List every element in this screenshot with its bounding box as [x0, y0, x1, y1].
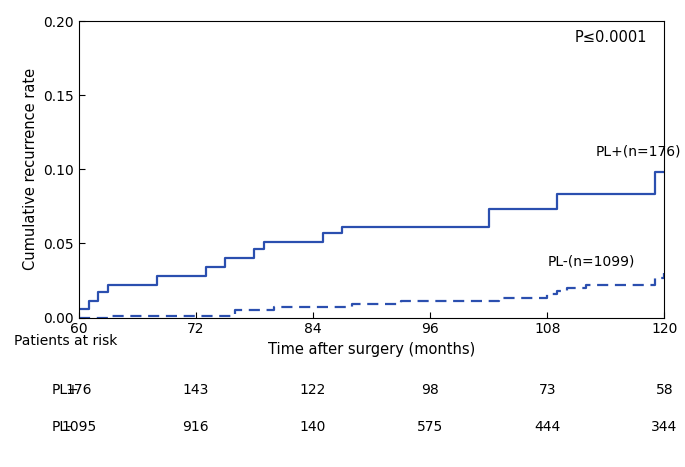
- Text: 98: 98: [421, 383, 439, 397]
- Text: PL+(n=176): PL+(n=176): [596, 145, 682, 159]
- Text: 58: 58: [656, 383, 673, 397]
- Text: 575: 575: [417, 420, 443, 434]
- Text: PL-: PL-: [51, 420, 72, 434]
- Text: Patients at risk: Patients at risk: [14, 334, 117, 348]
- Text: 140: 140: [300, 420, 326, 434]
- Text: PL-(n=1099): PL-(n=1099): [547, 255, 635, 269]
- Text: 344: 344: [651, 420, 677, 434]
- Y-axis label: Cumulative recurrence rate: Cumulative recurrence rate: [23, 68, 38, 270]
- Text: P≤0.0001: P≤0.0001: [575, 30, 647, 45]
- Text: 1095: 1095: [61, 420, 97, 434]
- Text: 176: 176: [66, 383, 92, 397]
- Text: 444: 444: [534, 420, 560, 434]
- Text: 916: 916: [183, 420, 209, 434]
- Text: 73: 73: [538, 383, 556, 397]
- Text: PL+: PL+: [51, 383, 79, 397]
- Text: 143: 143: [183, 383, 209, 397]
- Text: 122: 122: [300, 383, 326, 397]
- X-axis label: Time after surgery (months): Time after surgery (months): [268, 342, 475, 357]
